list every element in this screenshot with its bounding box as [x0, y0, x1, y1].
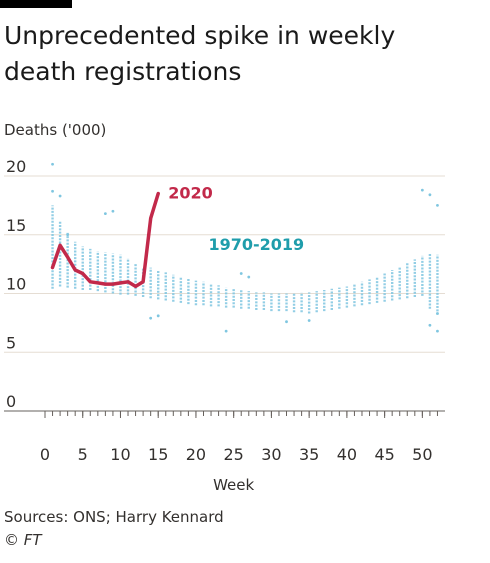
chart-canvas: Deaths ('000) 0 5 10 15 20 0 5 10 15 20 25 30 35 40 45 5… — [4, 121, 445, 494]
x-tick-label: 20 — [186, 445, 206, 464]
y-tick-label: 0 — [6, 392, 16, 411]
historic-outlier-point — [156, 314, 160, 318]
historic-outlier-point — [436, 312, 439, 315]
x-tick-label: 0 — [40, 445, 50, 464]
x-tick-label: 15 — [148, 445, 168, 464]
x-tick-label: 10 — [110, 445, 130, 464]
y-tick-label: 20 — [6, 157, 26, 176]
y-tick-label: 15 — [6, 216, 26, 235]
x-tick-label: 45 — [374, 445, 394, 464]
x-tick-label: 25 — [223, 445, 243, 464]
historic-outlier-point — [239, 272, 243, 275]
series-2020-line — [50, 191, 160, 289]
x-tick-label: 50 — [412, 445, 432, 464]
y-tick-label: 10 — [6, 275, 26, 294]
historic-outlier-point — [58, 194, 62, 198]
historic-outlier-point — [247, 275, 251, 279]
series-2020-label: 2020 — [168, 184, 213, 203]
copyright-credit: © FT — [4, 531, 42, 549]
historic-outlier-point — [307, 319, 311, 322]
x-axis-title: Week — [213, 476, 254, 494]
historic-outlier-point — [428, 323, 432, 327]
historic-outlier-point — [51, 162, 54, 166]
source-note: Sources: ONS; Harry Kennard — [4, 508, 224, 526]
historic-outlier-point — [103, 212, 107, 216]
historic-outlier-point — [66, 233, 70, 237]
historic-outlier-point — [436, 329, 439, 333]
historic-outlier-point — [285, 320, 288, 324]
series-historic-label: 1970-2019 — [208, 235, 304, 254]
historic-outlier-point — [51, 189, 54, 193]
x-tick-label: 5 — [78, 445, 88, 464]
x-tick-label: 30 — [261, 445, 281, 464]
chart-title: Unprecedented spike in weekly death regi… — [4, 21, 396, 86]
historic-outlier-point — [436, 203, 439, 207]
brand-top-bar — [0, 0, 72, 8]
x-tick-label: 40 — [337, 445, 357, 464]
historic-outlier-point — [420, 188, 424, 192]
x-tick-label: 35 — [299, 445, 319, 464]
historic-outlier-point — [149, 316, 153, 320]
y-tick-label: 5 — [6, 333, 16, 352]
historic-outlier-point — [224, 329, 228, 333]
historic-outlier-point — [428, 193, 432, 197]
y-axis-title: Deaths ('000) — [4, 121, 106, 139]
historic-outlier-point — [111, 209, 115, 213]
